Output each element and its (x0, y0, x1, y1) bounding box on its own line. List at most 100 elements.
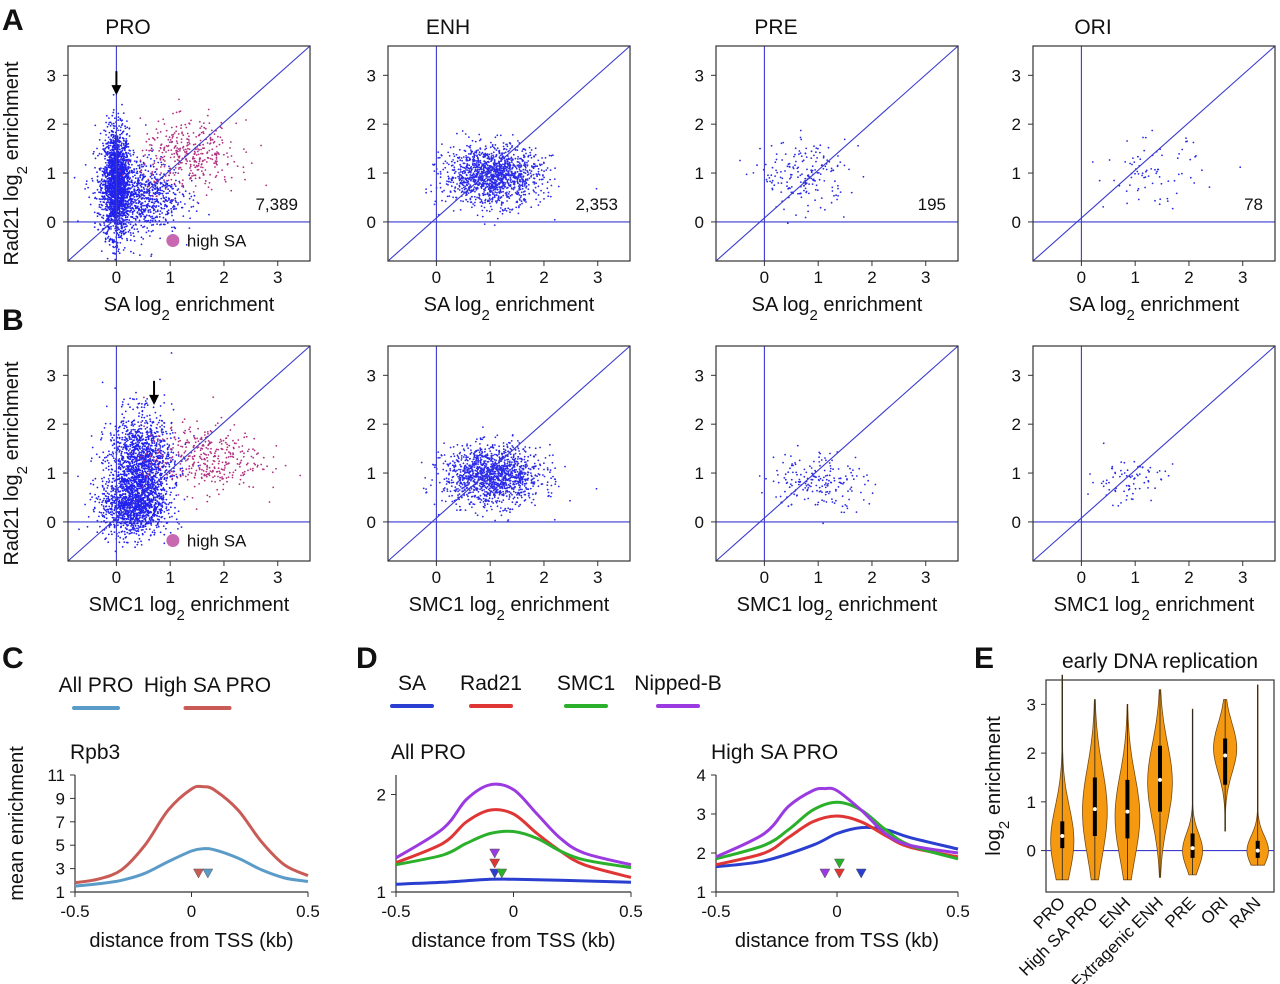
data-point (149, 164, 152, 167)
data-point (1195, 155, 1197, 157)
data-point (235, 122, 238, 125)
data-point (468, 164, 471, 167)
data-point (111, 168, 114, 170)
data-point (839, 191, 842, 194)
data-point (136, 216, 139, 219)
data-point (793, 155, 795, 158)
data-point (535, 182, 537, 185)
data-point (260, 144, 262, 147)
data-point (800, 155, 803, 158)
data-point (105, 203, 107, 206)
data-point (450, 164, 453, 167)
data-point (784, 153, 787, 156)
data-point (165, 192, 168, 195)
data-point (525, 179, 527, 181)
data-point (459, 168, 462, 171)
data-point (501, 163, 504, 166)
data-point (204, 127, 207, 130)
data-point (113, 179, 115, 182)
data-point (1176, 157, 1179, 160)
data-point (163, 155, 166, 158)
data-point (108, 240, 111, 243)
data-point (816, 157, 818, 159)
data-point (805, 182, 808, 185)
data-point (824, 165, 827, 168)
data-point (118, 154, 121, 157)
data-point (506, 145, 509, 148)
data-point (136, 184, 139, 187)
data-point (191, 172, 194, 175)
data-point (155, 173, 158, 176)
data-point (478, 193, 480, 195)
data-point (492, 154, 494, 157)
data-point (503, 169, 506, 172)
data-point (448, 180, 450, 183)
data-point (446, 162, 448, 164)
data-point (104, 422, 107, 425)
data-point (507, 172, 510, 175)
data-point (1181, 172, 1183, 175)
data-point (132, 208, 135, 210)
data-point (129, 155, 132, 157)
data-point (808, 183, 810, 186)
data-point (181, 131, 184, 134)
data-point (120, 232, 123, 235)
data-point (215, 156, 218, 159)
data-point (203, 174, 205, 176)
data-point (162, 195, 165, 197)
data-point (465, 177, 467, 180)
panel-label-D: D (356, 642, 378, 675)
legend-label-high-sa: high SA (187, 231, 247, 250)
data-point (161, 185, 164, 188)
data-point (172, 219, 175, 222)
data-point (465, 174, 468, 177)
data-point (192, 143, 195, 146)
data-point (500, 177, 503, 180)
data-point (484, 148, 486, 151)
data-point (857, 144, 859, 147)
data-point (145, 196, 147, 199)
data-point (129, 177, 132, 179)
data-point (211, 158, 214, 161)
data-point (122, 152, 125, 155)
data-point (819, 144, 822, 147)
data-point (1160, 182, 1163, 185)
data-point (156, 215, 158, 218)
data-point (176, 158, 179, 161)
data-point (814, 188, 817, 191)
data-point (533, 181, 536, 184)
data-point (473, 159, 476, 162)
diagonal-line (1032, 45, 1276, 262)
data-point (537, 194, 540, 196)
data-point (129, 211, 131, 213)
data-point (172, 191, 175, 194)
data-point (464, 133, 467, 135)
data-point (542, 161, 545, 164)
data-point (532, 167, 535, 170)
data-point (447, 183, 449, 186)
data-point (805, 147, 808, 150)
data-point (127, 214, 130, 216)
data-point (105, 176, 107, 179)
data-point (190, 179, 193, 182)
data-point (128, 229, 131, 232)
data-point (485, 153, 488, 156)
data-point (441, 143, 443, 146)
data-point (483, 206, 486, 209)
data-point (830, 167, 833, 170)
data-point (143, 225, 146, 228)
data-point (165, 219, 167, 222)
data-point (194, 166, 197, 169)
data-point (229, 147, 231, 149)
data-point (549, 169, 552, 172)
data-point (121, 214, 123, 217)
data-point (188, 192, 191, 195)
data-point (486, 164, 489, 167)
data-point (122, 420, 125, 422)
data-point (153, 160, 156, 162)
data-point (221, 141, 224, 144)
data-point (167, 138, 170, 141)
data-point (489, 198, 491, 201)
data-point (125, 152, 128, 154)
data-point (501, 212, 504, 215)
